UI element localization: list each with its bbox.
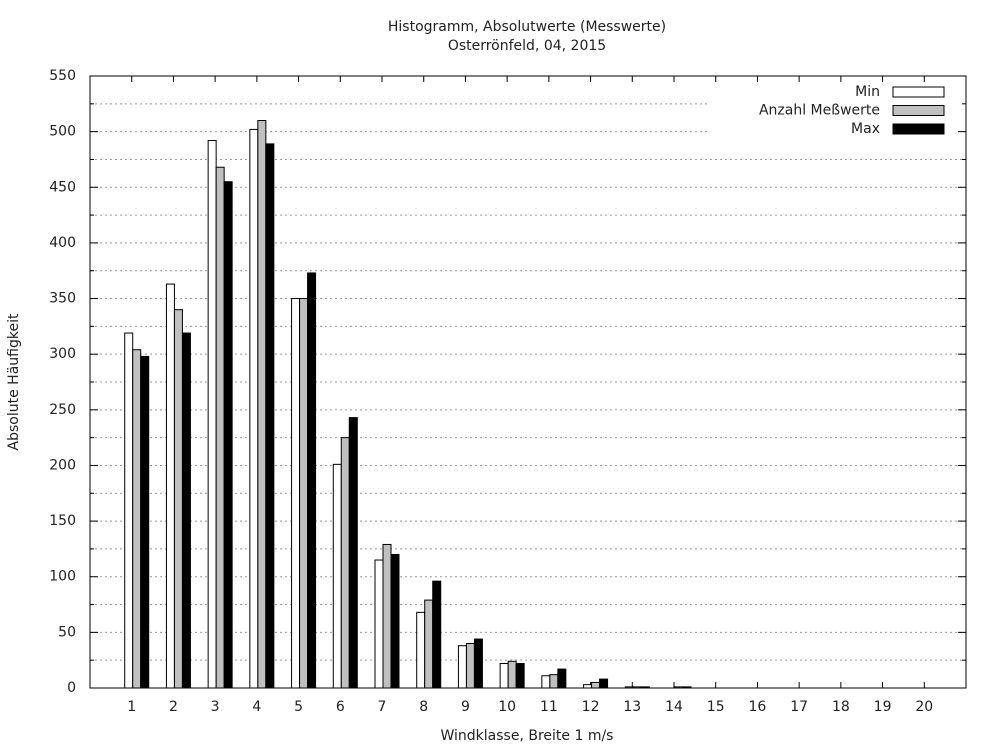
y-tick-label: 50 — [58, 624, 76, 640]
x-tick-label: 18 — [832, 699, 850, 715]
bar — [140, 355, 150, 689]
bar — [382, 543, 392, 689]
bar — [215, 166, 225, 689]
chart-subtitle: Osterrönfeld, 04, 2015 — [448, 38, 606, 54]
x-tick-label: 10 — [498, 699, 516, 715]
bar — [265, 143, 275, 689]
legend-swatch — [892, 86, 945, 98]
bar — [557, 668, 567, 689]
bar — [541, 675, 551, 689]
bar — [291, 298, 301, 689]
bar — [207, 140, 217, 689]
bar — [374, 559, 384, 689]
legend-label: Min — [855, 84, 880, 100]
x-tick-label: 5 — [294, 699, 303, 715]
bar — [591, 681, 601, 689]
x-tick-label: 15 — [707, 699, 725, 715]
bar — [390, 553, 400, 689]
x-tick-label: 14 — [665, 699, 683, 715]
x-tick-label: 19 — [874, 699, 892, 715]
y-tick-label: 500 — [49, 124, 76, 140]
bar — [132, 349, 142, 689]
x-tick-label: 3 — [211, 699, 220, 715]
x-axis-label: Windklasse, Breite 1 m/s — [441, 728, 614, 744]
x-tick-label: 13 — [623, 699, 641, 715]
x-tick-label: 6 — [336, 699, 345, 715]
y-tick-label: 250 — [49, 402, 76, 418]
bar — [348, 417, 358, 689]
legend-swatch — [892, 123, 945, 135]
x-tick-label: 8 — [419, 699, 428, 715]
bar — [299, 298, 309, 689]
legend-label: Max — [851, 121, 880, 137]
bar — [549, 674, 559, 689]
bar — [465, 642, 475, 689]
chart-title: Histogramm, Absolutwerte (Messwerte) — [388, 19, 666, 35]
y-tick-label: 550 — [49, 68, 76, 84]
bar — [257, 120, 267, 689]
x-tick-label: 11 — [540, 699, 558, 715]
x-tick-label: 7 — [378, 699, 387, 715]
y-tick-label: 350 — [49, 291, 76, 307]
y-tick-label: 150 — [49, 513, 76, 529]
legend-swatch — [892, 105, 945, 116]
bar — [181, 332, 191, 689]
y-tick-label: 200 — [49, 457, 76, 473]
x-tick-label: 2 — [169, 699, 178, 715]
bar — [473, 638, 483, 689]
x-tick-label: 20 — [915, 699, 933, 715]
x-tick-label: 17 — [790, 699, 808, 715]
bar — [223, 181, 233, 689]
bar — [432, 580, 442, 689]
y-axis-label: Absolute Häufigkeit — [6, 313, 22, 450]
x-tick-label: 4 — [252, 699, 261, 715]
y-tick-label: 300 — [49, 346, 76, 362]
x-tick-label: 12 — [582, 699, 600, 715]
bar — [173, 309, 183, 689]
bar — [457, 645, 467, 689]
bar — [249, 128, 259, 689]
bar — [340, 437, 350, 689]
x-tick-label: 9 — [461, 699, 470, 715]
bar — [583, 684, 593, 689]
x-tick-label: 16 — [749, 699, 767, 715]
bar — [499, 663, 509, 689]
bar — [124, 332, 134, 689]
y-tick-label: 450 — [49, 179, 76, 195]
bar — [599, 678, 609, 689]
y-tick-label: 0 — [67, 680, 76, 696]
bar — [165, 283, 175, 689]
bar — [424, 599, 434, 689]
legend-label: Anzahl Meßwerte — [759, 103, 880, 119]
x-tick-label: 1 — [127, 699, 136, 715]
y-tick-label: 400 — [49, 235, 76, 251]
bar — [416, 611, 426, 689]
bar — [332, 463, 342, 689]
bar — [307, 272, 317, 689]
plot-frame — [89, 75, 967, 689]
bar — [507, 660, 517, 689]
y-tick-label: 100 — [49, 569, 76, 585]
bar — [515, 663, 525, 689]
